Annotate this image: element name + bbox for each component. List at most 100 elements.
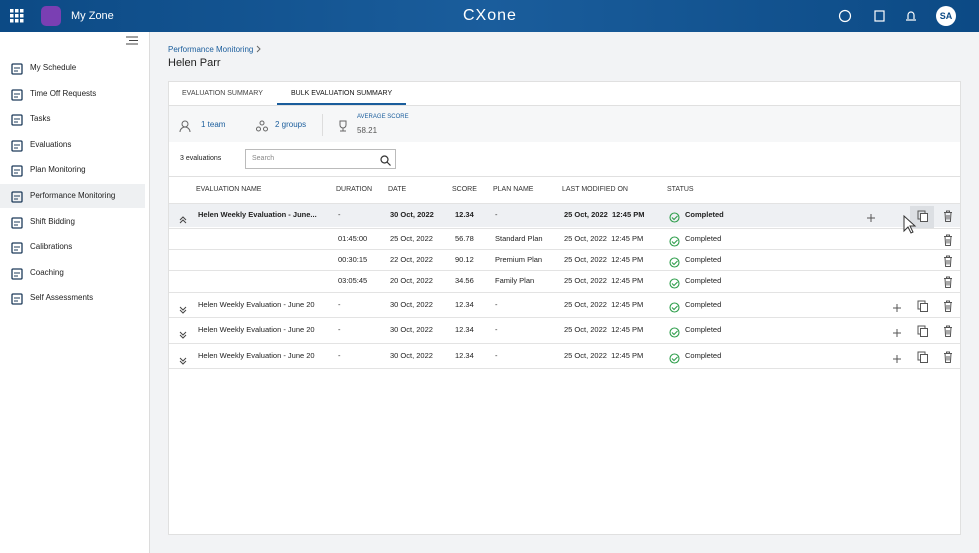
cell-date: 30 Oct, 2022 [390, 325, 433, 334]
cell-modified: 25 Oct, 2022 12:45 PM [564, 300, 643, 309]
search-placeholder: Search [252, 155, 274, 162]
cell-duration: - [338, 325, 341, 334]
column-header: DURATION [336, 186, 372, 193]
toolbar-divider [169, 176, 960, 177]
cell-modified: 25 Oct, 2022 12:45 PM [564, 255, 643, 264]
top-bar: My Zone CXone SA [0, 0, 979, 32]
status-icon [669, 300, 680, 311]
app-grid[interactable] [10, 9, 24, 23]
cell-date: 30 Oct, 2022 [390, 210, 434, 219]
cell-plan: Family Plan [495, 276, 534, 285]
copy-button[interactable] [917, 350, 928, 362]
delete-button[interactable] [943, 275, 953, 287]
user-avatar[interactable]: SA [936, 6, 956, 26]
add-button[interactable] [892, 300, 902, 310]
add-button[interactable] [892, 351, 902, 361]
status-icon [669, 325, 680, 336]
expand-chevron[interactable] [179, 352, 187, 360]
sidebar-icon [11, 292, 23, 304]
expand-chevron[interactable] [179, 211, 187, 219]
sidebar-icon [11, 113, 23, 125]
delete-button[interactable] [943, 324, 953, 336]
status-text: Completed [685, 351, 721, 360]
cell-plan: - [495, 300, 498, 309]
expand-chevron[interactable] [179, 301, 187, 309]
cell-modified: 25 Oct, 2022 12:45 PM [564, 276, 643, 285]
delete-button[interactable] [943, 254, 953, 266]
sidebar-item[interactable]: Performance Monitoring [30, 191, 115, 200]
add-button[interactable] [892, 325, 902, 335]
team-link[interactable]: 1 team [201, 120, 225, 129]
column-header: LAST MODIFIED ON [562, 186, 628, 193]
page-title: Helen Parr [168, 57, 221, 69]
sidebar-item[interactable]: Evaluations [30, 140, 71, 149]
cell-plan: Standard Plan [495, 234, 543, 243]
cell-plan: - [495, 325, 498, 334]
sidebar-icon [11, 139, 23, 151]
top-icons[interactable] [838, 9, 928, 23]
cell-score: 56.78 [455, 234, 474, 243]
add-button[interactable] [866, 210, 876, 220]
sidebar-icon [11, 190, 23, 202]
sidebar-item[interactable]: Coaching [30, 268, 64, 277]
cell-score: 34.56 [455, 276, 474, 285]
evaluation-name[interactable]: Helen Weekly Evaluation - June 20 [198, 300, 315, 309]
tab[interactable]: BULK EVALUATION SUMMARY [291, 90, 392, 97]
cell-duration: 03:05:45 [338, 276, 367, 285]
cell-date: 25 Oct, 2022 [390, 234, 433, 243]
copy-button[interactable] [917, 324, 928, 336]
sidebar-item[interactable]: Calibrations [30, 242, 72, 251]
groups-icon [256, 119, 268, 131]
cell-score: 12.34 [455, 210, 474, 219]
evaluation-name[interactable]: Helen Weekly Evaluation - June... [198, 210, 317, 219]
cell-score: 12.34 [455, 300, 474, 309]
app-name[interactable]: My Zone [71, 10, 114, 22]
sidebar-item[interactable]: Time Off Requests [30, 89, 96, 98]
delete-button[interactable] [943, 233, 953, 245]
status-text: Completed [685, 300, 721, 309]
sidebar-item[interactable]: Tasks [30, 114, 50, 123]
trophy-icon [337, 119, 349, 131]
column-header: PLAN NAME [493, 186, 533, 193]
cell-duration: - [338, 300, 341, 309]
column-header: SCORE [452, 186, 477, 193]
collapse-icon[interactable] [126, 36, 138, 45]
delete-button[interactable] [943, 299, 953, 311]
status-icon [669, 276, 680, 287]
delete-button[interactable] [943, 209, 953, 221]
sidebar-item[interactable]: Shift Bidding [30, 217, 75, 226]
cell-date: 22 Oct, 2022 [390, 255, 433, 264]
breadcrumb-chevron [256, 45, 262, 53]
table-bottom [169, 368, 960, 369]
cell-modified: 25 Oct, 2022 12:45 PM [564, 234, 643, 243]
sidebar-icon [11, 88, 23, 100]
cell-modified: 25 Oct, 2022 12:45 PM [564, 325, 643, 334]
cell-date: 20 Oct, 2022 [390, 276, 433, 285]
sidebar-item[interactable]: Self Assessments [30, 293, 93, 302]
cell-date: 30 Oct, 2022 [390, 300, 433, 309]
copy-button[interactable] [917, 299, 928, 311]
cell-date: 30 Oct, 2022 [390, 351, 433, 360]
groups-link[interactable]: 2 groups [275, 120, 306, 129]
cell-score: 12.34 [455, 325, 474, 334]
sidebar-icon [11, 241, 23, 253]
sidebar-item[interactable]: My Schedule [30, 63, 76, 72]
evaluation-name[interactable]: Helen Weekly Evaluation - June 20 [198, 351, 315, 360]
evaluation-count: 3 evaluations [180, 155, 221, 162]
cell-duration: 00:30:15 [338, 255, 367, 264]
sidebar-item[interactable]: Plan Monitoring [30, 165, 86, 174]
cell-modified: 25 Oct, 2022 12:45 PM [564, 351, 643, 360]
status-text: Completed [685, 325, 721, 334]
cell-plan: - [495, 210, 498, 219]
copy-button[interactable] [917, 209, 928, 221]
evaluation-name[interactable]: Helen Weekly Evaluation - June 20 [198, 325, 315, 334]
delete-button[interactable] [943, 350, 953, 362]
cell-plan: - [495, 351, 498, 360]
cursor [903, 215, 917, 235]
breadcrumb[interactable]: Performance Monitoring [168, 45, 253, 54]
cell-duration: 01:45:00 [338, 234, 367, 243]
cell-score: 12.34 [455, 351, 474, 360]
tab[interactable]: EVALUATION SUMMARY [182, 90, 263, 97]
expand-chevron[interactable] [179, 326, 187, 334]
